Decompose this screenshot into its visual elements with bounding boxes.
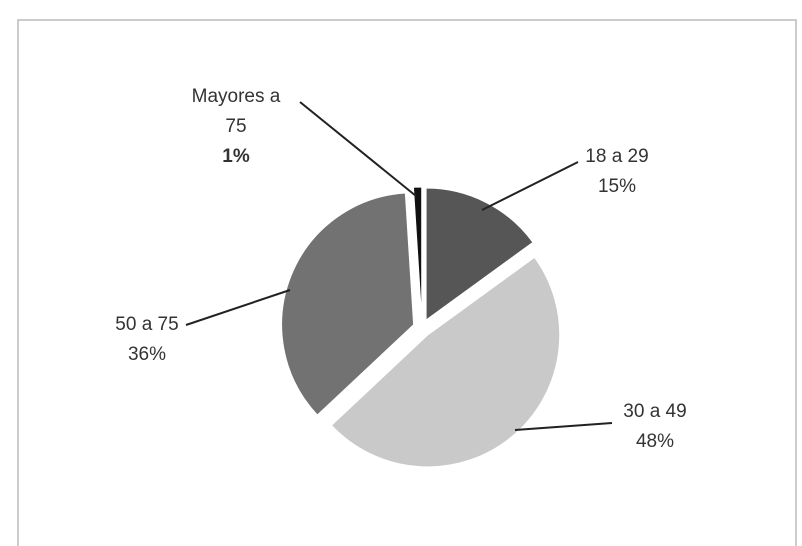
- leader-line: [299, 101, 417, 197]
- data-label: 18 a 29 15%: [552, 142, 682, 202]
- data-label: 50 a 75 36%: [82, 310, 212, 370]
- pie-slice: [425, 187, 534, 321]
- leader-line: [481, 161, 579, 211]
- data-label: Mayores a 75 1%: [172, 82, 300, 172]
- pie-slice: [330, 256, 561, 468]
- pie-slice: [281, 192, 415, 416]
- value-label: 48%: [635, 431, 675, 452]
- category-label: Mayores a 75: [191, 86, 281, 137]
- category-label: 50 a 75: [115, 314, 179, 335]
- pie-slice: [412, 186, 423, 320]
- category-label: 18 a 29: [585, 146, 649, 167]
- value-label: 36%: [127, 344, 167, 365]
- value-label: 1%: [222, 146, 250, 167]
- data-label: 30 a 49 48%: [590, 397, 720, 457]
- leader-line: [514, 422, 613, 431]
- value-label: 15%: [597, 176, 637, 197]
- leader-line: [185, 289, 291, 326]
- chart-frame: [17, 19, 797, 546]
- category-label: 30 a 49: [623, 401, 687, 422]
